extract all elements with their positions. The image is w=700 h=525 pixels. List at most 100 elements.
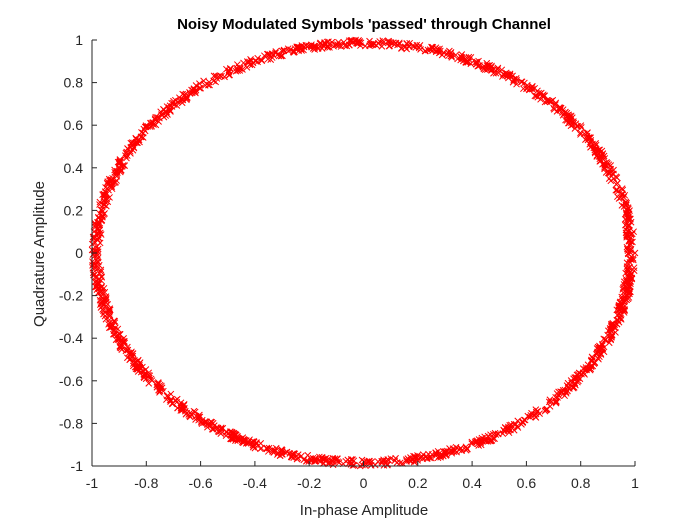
data-point	[123, 154, 130, 162]
data-point	[293, 43, 300, 51]
data-point	[177, 399, 185, 407]
data-point	[142, 366, 150, 373]
data-point	[209, 425, 217, 433]
data-point	[510, 426, 518, 434]
data-point	[128, 348, 135, 356]
data-point	[627, 288, 634, 296]
data-point	[227, 435, 234, 443]
data-point	[179, 96, 186, 103]
data-point	[221, 73, 228, 81]
y-tick-label: -0.8	[59, 415, 83, 431]
data-point	[276, 452, 284, 460]
data-point	[478, 436, 485, 444]
data-point	[271, 447, 279, 454]
data-point	[468, 440, 476, 447]
data-point	[396, 459, 404, 467]
data-point	[593, 345, 601, 352]
data-point	[196, 411, 203, 419]
data-point	[142, 122, 150, 129]
data-point	[490, 65, 498, 73]
data-point	[94, 229, 102, 237]
data-point	[127, 139, 135, 147]
data-point	[546, 396, 554, 404]
data-point	[601, 160, 608, 167]
data-point	[294, 451, 302, 458]
data-point	[574, 371, 582, 378]
data-point	[101, 288, 109, 296]
y-tick-label: 1	[75, 32, 83, 48]
data-point	[613, 306, 621, 314]
data-point	[278, 448, 286, 456]
data-point	[475, 442, 483, 449]
data-point	[214, 427, 222, 435]
data-point	[623, 206, 631, 214]
data-point	[148, 122, 156, 130]
data-point	[95, 261, 103, 269]
data-point	[615, 306, 623, 314]
data-point	[275, 52, 283, 60]
data-point	[186, 413, 194, 421]
data-point	[325, 38, 332, 46]
x-tick-label: 0.4	[462, 475, 482, 491]
data-point	[389, 39, 397, 47]
data-point	[614, 188, 622, 195]
data-point	[577, 129, 584, 137]
data-point	[584, 129, 591, 137]
data-point	[100, 211, 108, 218]
data-point	[96, 209, 103, 217]
data-point	[116, 330, 123, 338]
data-point	[462, 446, 470, 454]
data-point	[549, 96, 557, 104]
x-tick-label: -0.8	[134, 475, 158, 491]
data-point	[380, 456, 387, 464]
data-point	[116, 344, 124, 351]
data-point	[500, 426, 507, 434]
data-point	[414, 456, 422, 464]
data-point	[426, 454, 433, 462]
data-point	[418, 453, 426, 461]
data-point	[411, 453, 419, 460]
data-point	[596, 157, 604, 164]
data-point	[321, 40, 328, 47]
data-point	[587, 365, 595, 373]
x-axis-title: In-phase Amplitude	[300, 502, 428, 519]
y-axis-title: Quadrature Amplitude	[31, 181, 48, 327]
data-point	[115, 336, 123, 344]
data-point	[129, 362, 137, 370]
data-point	[492, 69, 500, 77]
data-point	[631, 249, 639, 257]
data-point	[132, 135, 140, 143]
data-point	[625, 216, 632, 224]
data-point	[89, 262, 96, 269]
data-point	[574, 122, 582, 130]
data-point	[370, 40, 378, 48]
data-point	[97, 304, 105, 311]
data-point	[419, 455, 427, 463]
data-point	[179, 90, 187, 98]
data-point	[476, 62, 483, 69]
data-point	[605, 175, 613, 182]
data-point	[195, 413, 202, 421]
data-point	[186, 89, 193, 96]
x-tick-label: -0.4	[243, 475, 267, 491]
data-point	[614, 316, 622, 324]
data-point	[422, 47, 429, 55]
data-point	[95, 279, 102, 286]
data-point	[504, 71, 512, 78]
data-point	[94, 231, 102, 238]
data-point	[586, 366, 594, 374]
data-point	[630, 228, 637, 236]
data-point	[627, 256, 635, 264]
data-point	[610, 166, 617, 174]
data-point	[249, 59, 257, 67]
data-point	[457, 445, 464, 453]
x-tick-label: 0	[360, 475, 368, 491]
data-point	[626, 240, 634, 248]
data-point	[94, 279, 101, 286]
data-point	[99, 288, 107, 296]
data-point	[626, 269, 634, 277]
data-point	[272, 48, 280, 55]
data-point	[163, 396, 170, 403]
data-point	[529, 82, 536, 90]
data-point	[465, 53, 473, 61]
